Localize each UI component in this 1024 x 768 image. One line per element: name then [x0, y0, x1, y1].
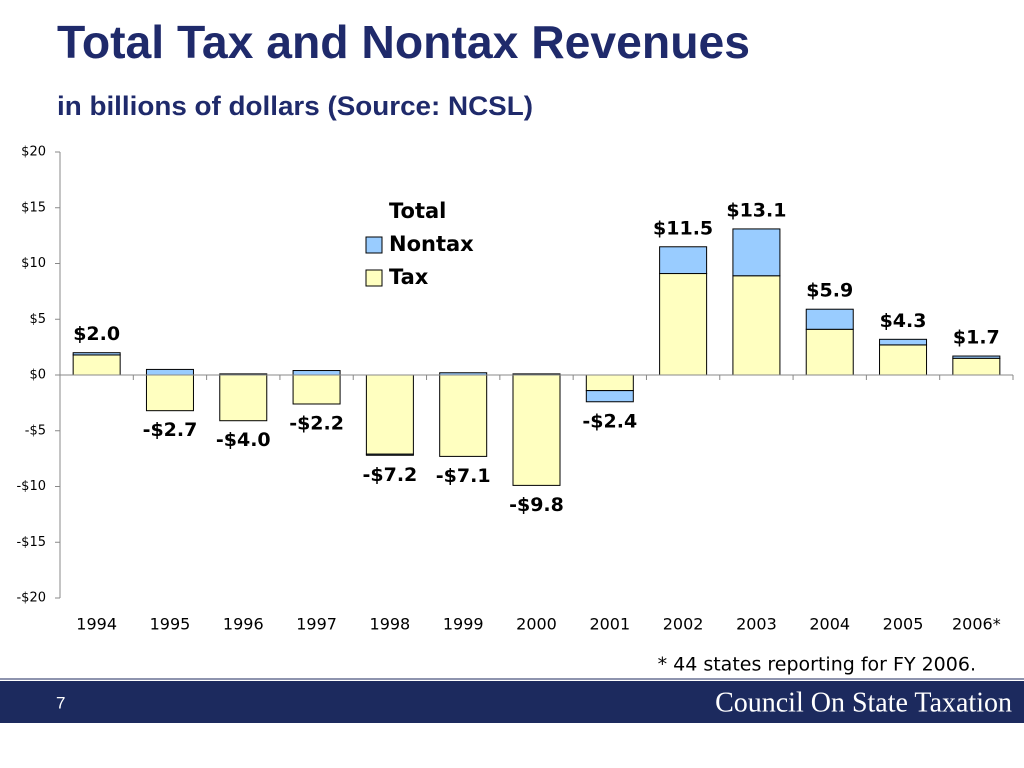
page-number: 7: [56, 693, 65, 712]
legend-label: Nontax: [389, 232, 474, 256]
legend-title: Total: [389, 199, 446, 223]
x-tick-label: 1998: [370, 615, 411, 634]
x-tick-label: 1996: [223, 615, 264, 634]
bar-segment: [659, 273, 708, 376]
data-label: -$7.2: [363, 464, 418, 486]
bar-segment: [952, 357, 1001, 376]
data-label: -$4.0: [216, 429, 271, 451]
bar-segment: [585, 390, 634, 403]
data-label: $2.0: [73, 323, 120, 345]
y-tick-label: -$15: [16, 535, 46, 550]
chart-title: Total Tax and Nontax Revenues: [57, 16, 750, 68]
bar-segment: [805, 328, 854, 376]
y-tick-label: $15: [21, 200, 46, 215]
data-label: -$2.4: [582, 410, 637, 432]
chart-subtitle: in billions of dollars (Source: NCSL): [57, 91, 533, 121]
bar-segment: [292, 374, 341, 405]
data-label: $4.3: [880, 310, 927, 332]
x-tick-label: 2005: [883, 615, 924, 634]
y-tick-label: -$5: [25, 423, 46, 438]
footer-band: [0, 681, 1024, 723]
legend-label: Tax: [389, 265, 429, 289]
organization: Council On State Taxation: [715, 687, 1012, 718]
data-label: $11.5: [653, 217, 713, 239]
legend-swatch: [365, 236, 383, 254]
x-tick-label: 2006*: [952, 615, 1001, 634]
plot: -$20 -$15 -$10 -$5 $0 $5 $10 $15 $20 1994 $2.0 1995…: [16, 145, 1014, 634]
x-tick-label: 2000: [516, 615, 557, 634]
y-tick-label: $5: [29, 312, 46, 327]
data-label: $1.7: [953, 327, 1000, 349]
x-tick-label: 1995: [150, 615, 191, 634]
bar-segment: [732, 228, 781, 277]
data-label: $13.1: [726, 199, 786, 221]
data-label: -$2.7: [143, 419, 198, 441]
bar-segment: [72, 354, 121, 376]
bar-segment: [365, 374, 414, 455]
bar-segment: [145, 368, 194, 376]
bar-segment: [805, 308, 854, 330]
y-tick-label: $10: [21, 256, 46, 271]
x-tick-label: 1997: [296, 615, 337, 634]
bar-segment: [659, 246, 708, 275]
bar-segment: [732, 275, 781, 376]
bar-segment: [145, 374, 194, 412]
y-tick-label: $0: [29, 368, 46, 383]
x-tick-label: 2003: [736, 615, 777, 634]
x-tick-label: 2002: [663, 615, 704, 634]
bar-segment: [365, 453, 414, 456]
bar-segment: [292, 370, 341, 376]
bar-segment: [219, 374, 268, 422]
data-label: -$7.1: [436, 465, 491, 487]
bar-segment: [879, 344, 928, 376]
bar-segment: [72, 352, 121, 356]
bar-segment: [879, 338, 928, 346]
legend-swatch: [365, 269, 383, 287]
bar-segment: [512, 374, 561, 486]
bar-segment: [952, 355, 1001, 359]
x-tick-label: 1999: [443, 615, 484, 634]
bar-segment: [439, 374, 488, 457]
data-label: -$2.2: [289, 412, 344, 434]
x-tick-label: 2004: [809, 615, 850, 634]
y-tick-label: $20: [21, 145, 46, 160]
data-label: -$9.8: [509, 494, 564, 516]
y-tick-label: -$20: [16, 591, 46, 606]
bar-segment: [585, 374, 634, 392]
x-tick-label: 1994: [76, 615, 117, 634]
x-tick-label: 2001: [589, 615, 630, 634]
footnote: * 44 states reporting for FY 2006.: [658, 654, 976, 676]
data-label: $5.9: [806, 280, 853, 302]
y-tick-label: -$10: [16, 479, 46, 494]
